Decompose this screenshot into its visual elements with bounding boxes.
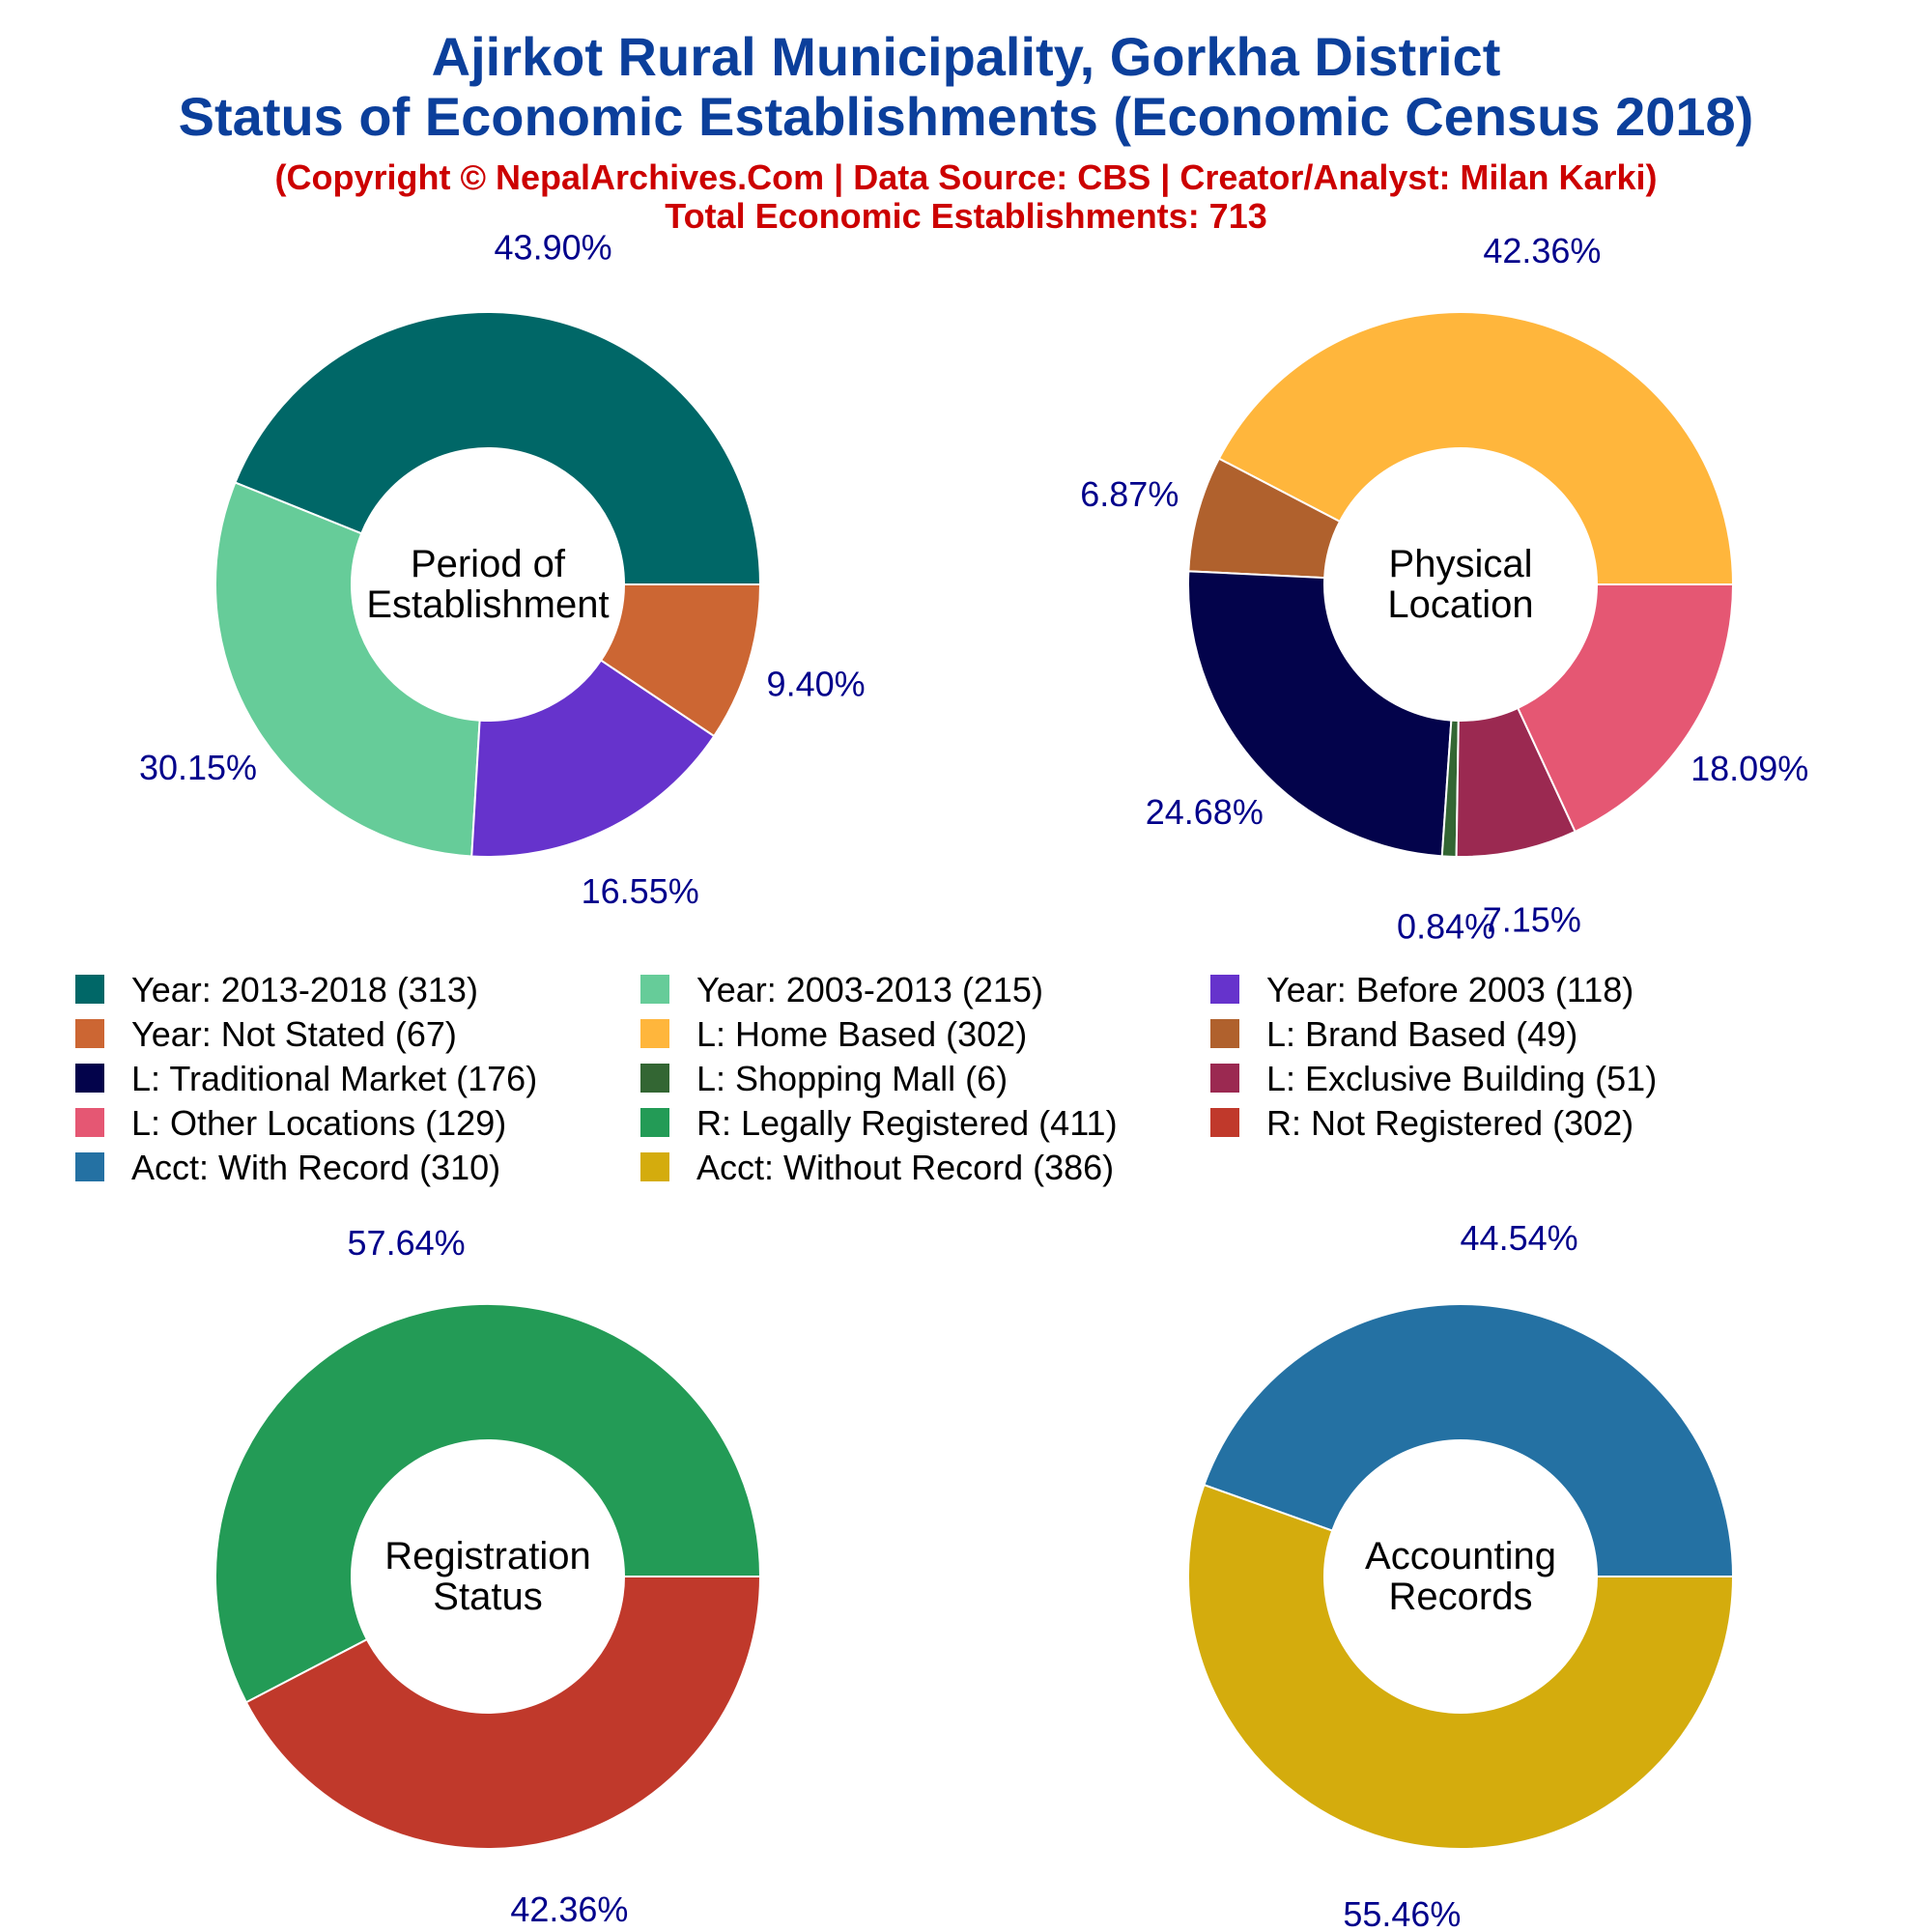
legend-item: R: Legally Registered (411) <box>640 1103 1118 1143</box>
legend-swatch <box>640 1019 669 1048</box>
donut-hole <box>352 448 624 721</box>
donut-charts: 43.90% 30.15% 16.55% 9.40% Period ofEstablis… <box>139 228 1808 1932</box>
legend-item: Year: 2013-2018 (313) <box>75 970 478 1009</box>
chart-title-line-1: Ajirkot Rural Municipality, Gorkha Distr… <box>432 26 1501 87</box>
legend-item: Year: 2003-2013 (215) <box>640 970 1043 1009</box>
legend-swatch <box>1210 1064 1239 1093</box>
slice-percent-label: 7.15% <box>1483 899 1581 939</box>
legend-item: L: Traditional Market (176) <box>75 1059 537 1098</box>
legend-swatch <box>75 1152 104 1181</box>
donut-center-label: Physical <box>1389 543 1533 585</box>
donut-center-label: Records <box>1389 1576 1533 1618</box>
legend-label: L: Other Locations (129) <box>131 1103 506 1143</box>
legend-label: L: Shopping Mall (6) <box>696 1059 1008 1098</box>
slice-percent-label: 24.68% <box>1146 792 1264 832</box>
legend-swatch <box>640 1064 669 1093</box>
chart-title-line-2: Status of Economic Establishments (Econo… <box>179 86 1754 147</box>
donut-hole <box>1324 448 1597 721</box>
chart-subtitle-total: Total Economic Establishments: 713 <box>665 196 1267 236</box>
legend-item: L: Home Based (302) <box>640 1014 1027 1054</box>
legend-label: L: Traditional Market (176) <box>131 1059 537 1098</box>
donut-slice <box>214 481 481 858</box>
legend-item: L: Exclusive Building (51) <box>1210 1059 1657 1098</box>
legend-swatch <box>75 1064 104 1093</box>
donut-slice <box>234 311 762 585</box>
slice-percent-label: 55.46% <box>1343 1894 1461 1932</box>
donut-center-label: Registration <box>384 1535 590 1577</box>
legend-label: Year: Not Stated (67) <box>131 1014 457 1054</box>
slice-percent-label: 43.90% <box>495 228 612 268</box>
legend-item: Acct: With Record (310) <box>75 1148 500 1187</box>
legend-swatch <box>640 1108 669 1137</box>
legend-label: Acct: Without Record (386) <box>696 1148 1114 1187</box>
legend-item: Year: Before 2003 (118) <box>1210 970 1634 1009</box>
slice-percent-label: 16.55% <box>582 871 699 911</box>
legend-label: Acct: With Record (310) <box>131 1148 500 1187</box>
legend-item: R: Not Registered (302) <box>1210 1103 1634 1143</box>
legend-label: Year: 2003-2013 (215) <box>696 970 1043 1009</box>
legend-swatch <box>640 975 669 1004</box>
legend-item: L: Brand Based (49) <box>1210 1014 1577 1054</box>
donut-hole <box>352 1440 624 1713</box>
legend-swatch <box>1210 1019 1239 1048</box>
donut-hole <box>1324 1440 1597 1713</box>
legend-label: L: Exclusive Building (51) <box>1266 1059 1657 1098</box>
donut-center-label: Status <box>433 1576 542 1618</box>
donut-center-label: Period of <box>411 543 566 585</box>
legend-label: Year: Before 2003 (118) <box>1266 970 1634 1009</box>
donut-chart-1: 43.90% 30.15% 16.55% 9.40% Period ofEstablis… <box>139 228 866 912</box>
slice-percent-label: 30.15% <box>139 748 257 787</box>
legend-label: R: Not Registered (302) <box>1266 1103 1634 1143</box>
donut-slice <box>470 659 716 858</box>
legend-swatch <box>1210 975 1239 1004</box>
legend-item: L: Shopping Mall (6) <box>640 1059 1008 1098</box>
legend-swatch <box>640 1152 669 1181</box>
slice-percent-label: 42.36% <box>510 1889 628 1929</box>
slice-percent-label: 44.54% <box>1461 1218 1578 1258</box>
legend-item: L: Other Locations (129) <box>75 1103 506 1143</box>
donut-center-label: Establishment <box>366 583 609 626</box>
slice-percent-label: 42.36% <box>1483 231 1601 270</box>
slice-percent-label: 9.40% <box>767 664 866 703</box>
legend-label: L: Brand Based (49) <box>1266 1014 1577 1054</box>
legend-label: Year: 2013-2018 (313) <box>131 970 478 1009</box>
legend: Year: 2013-2018 (313) Year: 2003-2013 (21… <box>75 970 1657 1187</box>
slice-percent-label: 0.84% <box>1397 907 1495 947</box>
donut-center-label: Location <box>1387 583 1533 626</box>
donut-chart-2: 42.36% 6.87% 24.68% 0.84%7.15% 18.09% Physica… <box>1080 231 1808 947</box>
legend-swatch <box>75 975 104 1004</box>
slice-percent-label: 6.87% <box>1080 474 1179 514</box>
legend-label: L: Home Based (302) <box>696 1014 1027 1054</box>
legend-item: Year: Not Stated (67) <box>75 1014 457 1054</box>
slice-percent-label: 18.09% <box>1690 749 1808 788</box>
legend-item: Acct: Without Record (386) <box>640 1148 1114 1187</box>
chart-subtitle-copyright: (Copyright © NepalArchives.Com | Data So… <box>275 157 1658 198</box>
legend-swatch <box>75 1019 104 1048</box>
legend-label: R: Legally Registered (411) <box>696 1103 1118 1143</box>
donut-center-label: Accounting <box>1365 1535 1556 1577</box>
legend-swatch <box>75 1108 104 1137</box>
legend-swatch <box>1210 1108 1239 1137</box>
slice-percent-label: 57.64% <box>348 1223 466 1263</box>
